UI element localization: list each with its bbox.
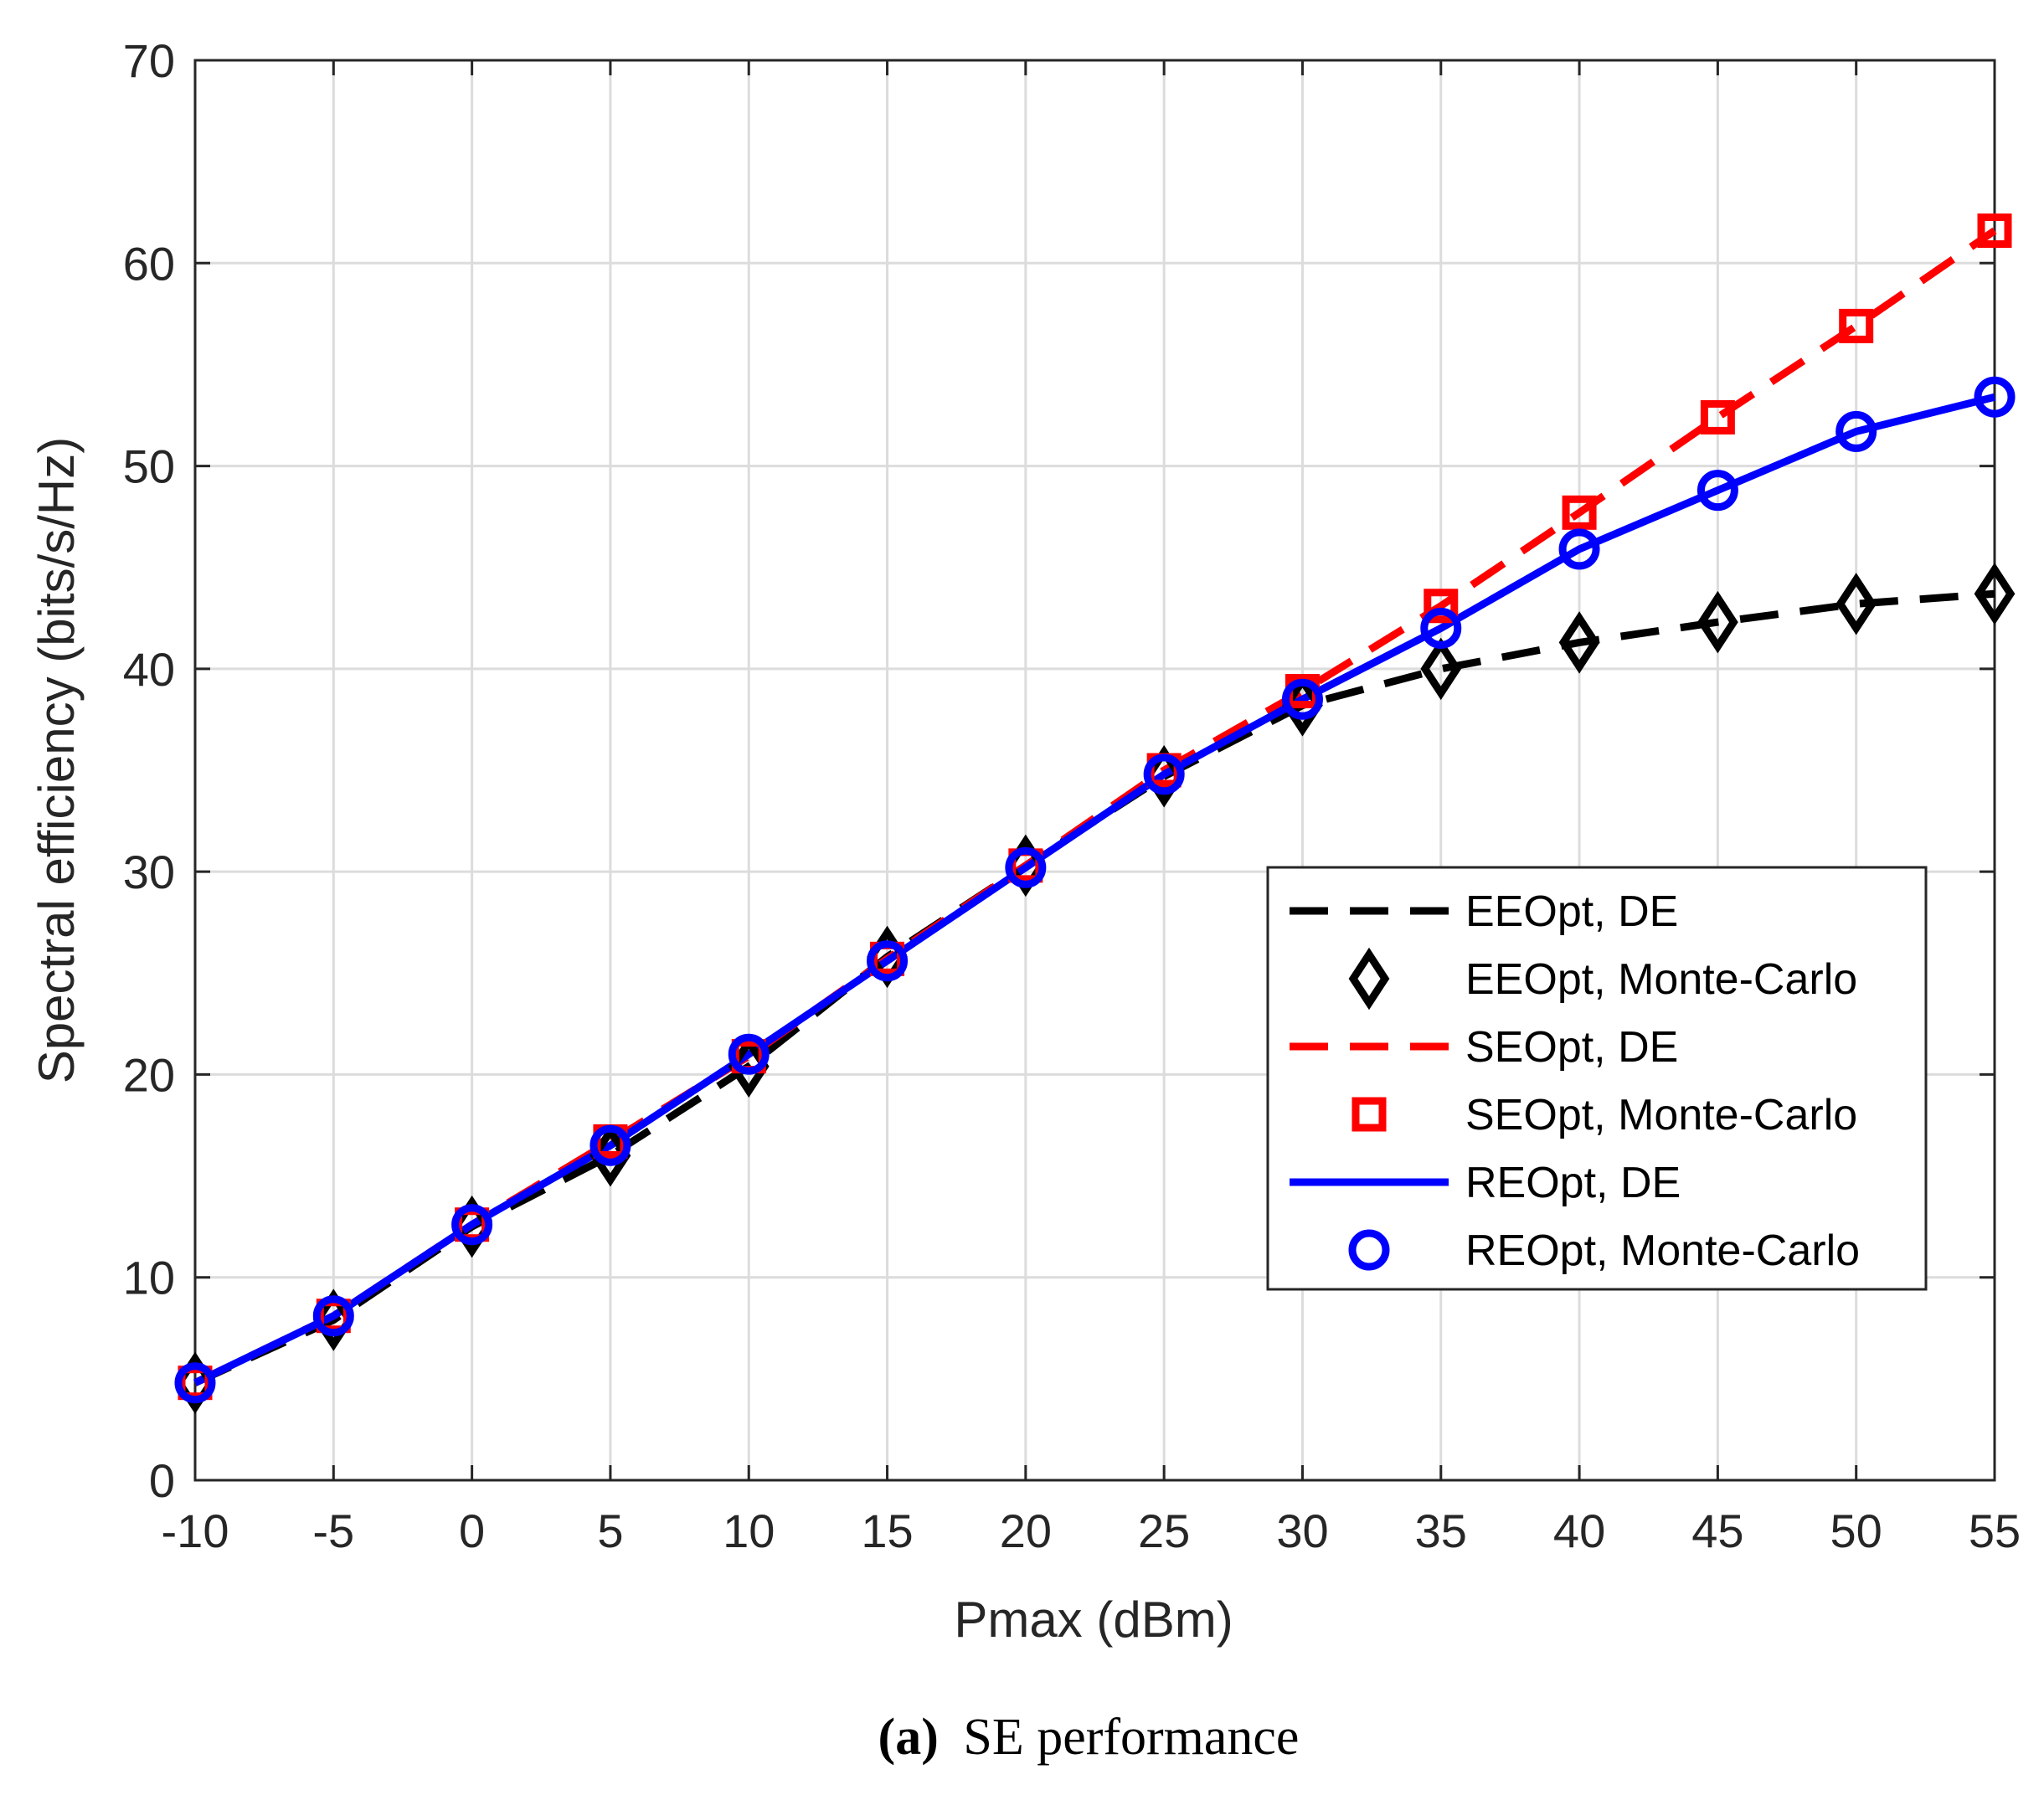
data-point (1974, 376, 2016, 418)
y-axis-label: Spectral efficiency (bits/s/Hz) (28, 437, 85, 1083)
data-point (1839, 308, 1874, 343)
legend-entry: SEOpt, DE (1290, 1023, 1678, 1072)
data-point (1420, 607, 1462, 649)
series-4 (193, 393, 1996, 1386)
data-point (312, 1295, 354, 1337)
y-tick-label: 70 (123, 34, 175, 87)
legend-label: EEOpt, Monte-Carlo (1465, 955, 1857, 1004)
data-point (867, 940, 909, 982)
x-tick-label: 35 (1415, 1504, 1467, 1557)
series-2 (193, 227, 1997, 1386)
legend-label: REOpt, DE (1465, 1159, 1681, 1207)
data-point (728, 1033, 770, 1075)
x-tick-label: 5 (597, 1504, 623, 1557)
data-point (1281, 678, 1323, 720)
data-point (1143, 753, 1185, 795)
legend-entry: SEOpt, Monte-Carlo (1352, 1091, 1857, 1139)
x-axis-label: Pmax (dBm) (954, 1592, 1233, 1648)
x-tick-label: 25 (1138, 1504, 1190, 1557)
legend-entry: REOpt, Monte-Carlo (1348, 1227, 1860, 1275)
data-point (1697, 590, 1738, 654)
x-tick-label: 50 (1830, 1504, 1882, 1557)
data-point (1424, 589, 1459, 624)
data-point (1696, 470, 1738, 512)
caption-label: (a) (878, 1709, 939, 1766)
y-tick-label: 40 (123, 643, 175, 696)
x-tick-label: 10 (723, 1504, 775, 1557)
x-tick-label: 40 (1553, 1504, 1605, 1557)
x-tick-label: 15 (861, 1504, 913, 1557)
y-tick-label: 10 (123, 1252, 175, 1304)
data-point (1562, 495, 1597, 530)
legend: EEOpt, DE EEOpt, Monte-Carlo SEOpt, DE SEOp… (1266, 866, 1928, 1291)
series-5 (174, 376, 2016, 1404)
legend-entry: REOpt, DE (1290, 1159, 1681, 1207)
legend-entry: EEOpt, DE (1290, 887, 1678, 936)
series-line (193, 393, 1996, 1386)
legend-marker-sample (1352, 1097, 1387, 1132)
data-point (1835, 410, 1877, 452)
legend-label: SEOpt, DE (1465, 1023, 1678, 1072)
legend-label: SEOpt, Monte-Carlo (1465, 1091, 1857, 1139)
caption-text: SE performance (963, 1709, 1299, 1766)
y-tick-label: 30 (123, 846, 175, 898)
tick-labels: -10 -5 0 5 10 15 20 25 30 35 40 45 50 55 0 10 20 30 40 50 60… (123, 34, 2021, 1557)
figure-caption: (a) SE performance (878, 1709, 1300, 1766)
data-point (1420, 637, 1462, 701)
y-tick-label: 20 (123, 1048, 175, 1101)
plot-frame (193, 59, 1996, 1482)
data-point (1974, 563, 2016, 625)
legend-box (1266, 866, 1928, 1291)
legend-entry: EEOpt, Monte-Carlo (1348, 947, 1857, 1011)
data-point (590, 1124, 631, 1166)
data-point (1835, 573, 1877, 635)
x-tick-label: 55 (1969, 1504, 2021, 1557)
x-tick-label: -5 (312, 1504, 354, 1557)
y-tick-label: 60 (123, 237, 175, 290)
legend-marker-sample (1348, 947, 1390, 1011)
y-tick-label: 50 (123, 440, 175, 493)
x-tick-label: 20 (1000, 1504, 1052, 1557)
data-point (1700, 399, 1735, 435)
x-tick-label: 30 (1276, 1504, 1328, 1557)
data-point (1005, 846, 1047, 888)
x-tick-label: 0 (459, 1504, 485, 1557)
series-line (193, 227, 1997, 1386)
data-point (1558, 528, 1600, 570)
x-tick-label: -10 (162, 1504, 229, 1557)
data-point (1977, 213, 2012, 249)
y-tick-label: 0 (149, 1454, 175, 1507)
data-point (451, 1204, 493, 1246)
legend-label: REOpt, Monte-Carlo (1465, 1227, 1860, 1275)
data-point (1558, 611, 1600, 674)
series-layer (174, 213, 2016, 1414)
x-tick-label: 45 (1691, 1504, 1743, 1557)
legend-marker-sample (1348, 1229, 1390, 1271)
legend-label: EEOpt, DE (1465, 887, 1678, 936)
data-point (174, 1362, 216, 1404)
series-0 (193, 589, 1995, 1386)
series-line (193, 589, 1995, 1386)
axes-layer (193, 59, 1996, 1482)
